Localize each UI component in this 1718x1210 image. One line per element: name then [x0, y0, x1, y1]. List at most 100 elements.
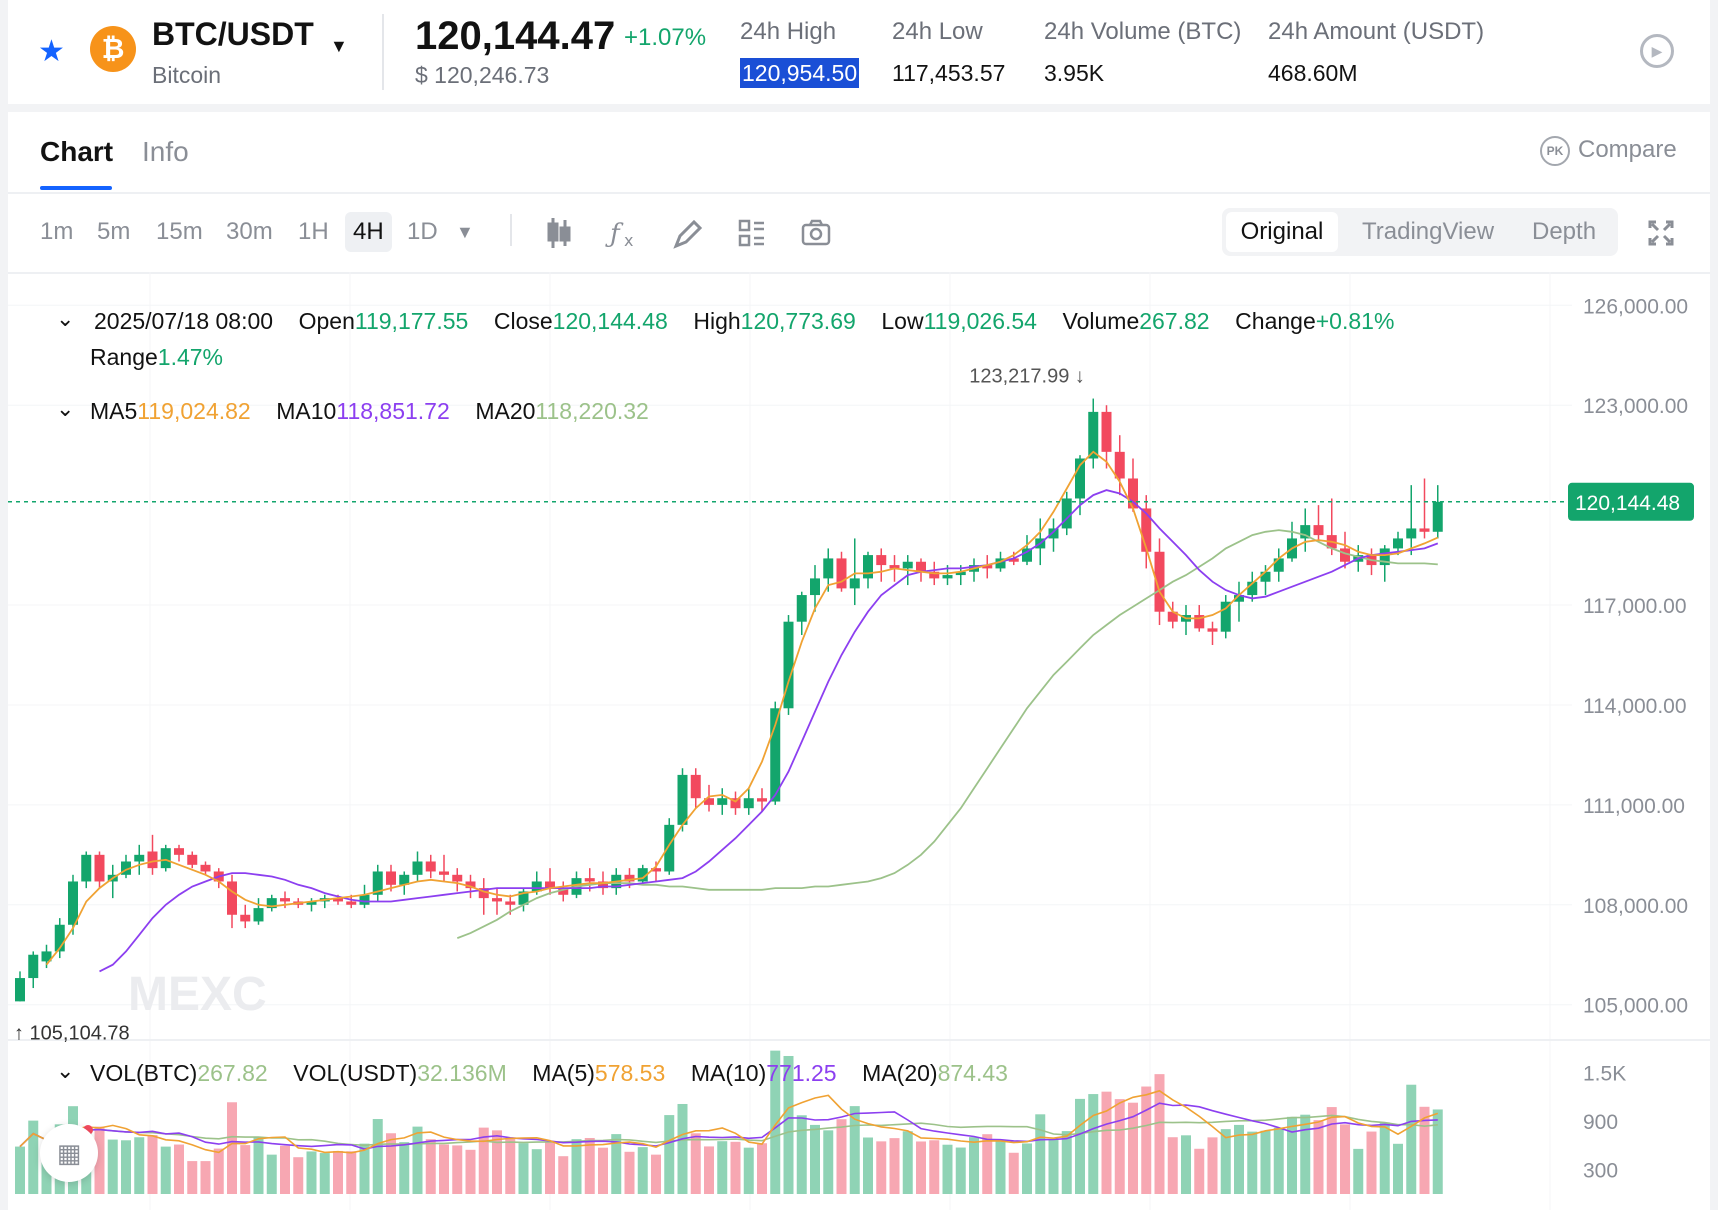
view-original[interactable]: Original	[1226, 212, 1338, 252]
timeframe-1m[interactable]: 1m	[40, 218, 74, 245]
tab-info[interactable]: Info	[142, 136, 189, 167]
toolbar-divider	[510, 214, 512, 246]
candle-body	[227, 881, 237, 915]
candle-body	[995, 558, 1006, 569]
volume-bar	[213, 1148, 224, 1194]
candle-body	[478, 888, 489, 899]
volume-bar	[425, 1139, 436, 1194]
view-depth[interactable]: Depth	[1532, 218, 1597, 245]
candle-body	[439, 871, 449, 875]
collapse-ma-icon[interactable]: ⌄	[56, 396, 75, 421]
volume-bar	[624, 1151, 635, 1194]
ohlc-range-label: Range	[90, 344, 158, 370]
timeframe-15m[interactable]: 15m	[156, 218, 203, 245]
candle-body	[1128, 478, 1138, 509]
volume-bar	[1393, 1143, 1403, 1194]
volume-bar	[1194, 1148, 1205, 1194]
candle-body	[929, 571, 940, 579]
volume-bar	[531, 1149, 542, 1194]
candle-body	[770, 708, 781, 802]
volume-bar	[187, 1161, 198, 1194]
candle-body	[306, 901, 317, 905]
volume-bar	[889, 1138, 900, 1194]
play-icon[interactable]: ▶	[1640, 34, 1674, 68]
candle-body	[1167, 611, 1178, 622]
price-axis-label: 126,000.00	[1583, 295, 1688, 318]
view-tradingview[interactable]: TradingView	[1362, 218, 1495, 245]
collapse-vol-icon[interactable]: ⌄	[56, 1058, 75, 1083]
volume-bar	[306, 1151, 317, 1194]
ma20-line	[456, 529, 1438, 939]
volume-bar	[293, 1157, 304, 1194]
candle-body	[134, 854, 145, 862]
ohlc-high-value: 120,773.69	[740, 308, 856, 334]
candle-body	[333, 898, 343, 902]
collapse-ohlc-icon[interactable]: ⌄	[56, 306, 75, 331]
candle-body	[160, 848, 171, 869]
toolbar-divider-bottom	[8, 272, 1710, 274]
candle-body	[902, 561, 913, 569]
volume-bar	[558, 1156, 569, 1194]
price-axis: 126,000.00 123,000.00 117,000.00 114,000.00…	[1583, 295, 1688, 1182]
volume-bar	[637, 1147, 648, 1194]
candle-body	[783, 621, 794, 709]
volume-bar	[1260, 1130, 1271, 1194]
volume-bar	[372, 1119, 383, 1194]
timeframe-30m[interactable]: 30m	[226, 218, 273, 245]
star-icon[interactable]: ★	[38, 35, 65, 68]
volume-bar	[704, 1146, 714, 1194]
timeframe-4h[interactable]: 4H	[345, 212, 392, 252]
vol-ma20-label: MA(20)	[862, 1060, 938, 1086]
volume-bar	[1432, 1109, 1443, 1194]
volume-bar	[598, 1147, 608, 1194]
volume-bar	[1379, 1122, 1390, 1194]
volume-bar	[333, 1150, 343, 1194]
candle-body	[584, 878, 595, 882]
volume-bar	[227, 1102, 237, 1194]
timeframe-5m[interactable]: 5m	[97, 218, 131, 245]
volume-bar	[346, 1151, 357, 1194]
timeframe-1d[interactable]: 1D	[407, 218, 438, 245]
ohlc-close-label: Close	[493, 308, 553, 334]
candle-body	[1300, 525, 1311, 539]
volume-bar	[1313, 1120, 1324, 1194]
volume-axis-label: 900	[1583, 1111, 1618, 1134]
volume-bar	[1234, 1124, 1244, 1194]
volume-bar	[107, 1139, 118, 1194]
candle-body	[1379, 548, 1390, 566]
candle-body	[1393, 538, 1403, 549]
timeframe-1h[interactable]: 1H	[298, 218, 329, 245]
candle-body	[836, 558, 847, 589]
volume-bar	[902, 1131, 913, 1194]
compare-button[interactable]: Compare	[1578, 136, 1677, 163]
candle-body	[28, 954, 39, 979]
candle-body	[942, 575, 953, 579]
volume-bar	[545, 1142, 555, 1194]
candle-body	[15, 978, 25, 1002]
timeframe-more-icon[interactable]: ▼	[456, 222, 474, 242]
min-price-marker: ↑ 105,104.78	[14, 1022, 130, 1044]
volume-bar	[1101, 1091, 1112, 1194]
volume-bar	[280, 1145, 290, 1194]
candle-body	[386, 871, 396, 885]
volume-bar	[810, 1124, 820, 1194]
bitcoin-logo-icon: ₿	[90, 26, 136, 72]
calendar-icon[interactable]: ▦	[40, 1124, 98, 1182]
candle-body	[492, 898, 502, 902]
price-axis-label: 117,000.00	[1583, 595, 1687, 618]
candle-body	[1114, 451, 1125, 479]
volume-bar	[876, 1141, 887, 1194]
caret-down-icon[interactable]: ▼	[330, 36, 348, 56]
compare-pk-icon[interactable]: PK	[1540, 136, 1570, 166]
pair-name[interactable]: BTC/USDT	[152, 16, 314, 52]
volume-bar	[1075, 1098, 1085, 1194]
volume-bar	[849, 1106, 860, 1194]
volume-bar	[492, 1130, 502, 1194]
usd-price: $ 120,246.73	[415, 62, 550, 88]
tab-chart[interactable]: Chart	[40, 136, 114, 167]
candle-body	[1432, 501, 1443, 532]
candle-body	[280, 898, 290, 902]
volume-bar	[452, 1145, 463, 1194]
ohlc-datetime: 2025/07/18 08:00	[94, 308, 274, 334]
